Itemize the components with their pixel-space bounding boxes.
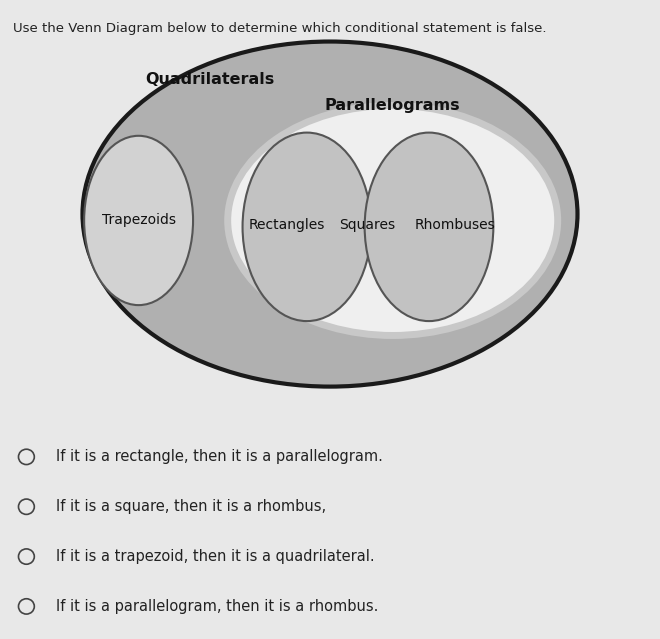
Text: Squares: Squares (339, 218, 396, 232)
Text: Rectangles: Rectangles (249, 218, 325, 232)
Text: Use the Venn Diagram below to determine which conditional statement is false.: Use the Venn Diagram below to determine … (13, 22, 546, 35)
Text: If it is a rectangle, then it is a parallelogram.: If it is a rectangle, then it is a paral… (56, 449, 383, 465)
Text: Parallelograms: Parallelograms (325, 98, 461, 113)
Text: If it is a square, then it is a rhombus,: If it is a square, then it is a rhombus, (56, 499, 326, 514)
Text: Rhombuses: Rhombuses (415, 218, 496, 232)
Text: Trapezoids: Trapezoids (102, 213, 176, 227)
Text: If it is a parallelogram, then it is a rhombus.: If it is a parallelogram, then it is a r… (56, 599, 378, 614)
Ellipse shape (84, 135, 193, 305)
Ellipse shape (243, 132, 372, 321)
Ellipse shape (228, 105, 558, 335)
Ellipse shape (364, 132, 494, 321)
Ellipse shape (82, 42, 578, 387)
Text: If it is a trapezoid, then it is a quadrilateral.: If it is a trapezoid, then it is a quadr… (56, 549, 375, 564)
Text: Quadrilaterals: Quadrilaterals (145, 72, 275, 88)
